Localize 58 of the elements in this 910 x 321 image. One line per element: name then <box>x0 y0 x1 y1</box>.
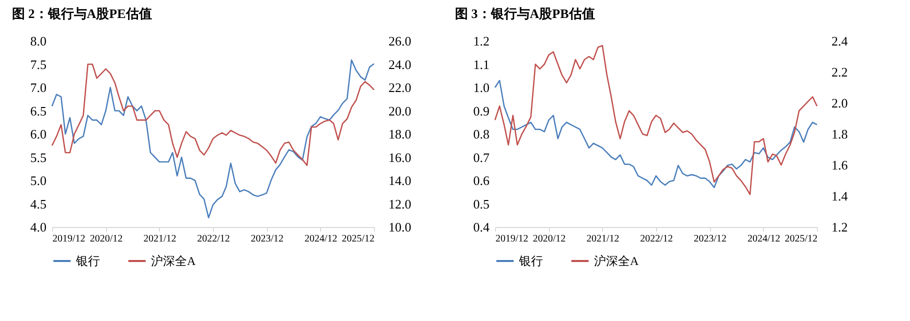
y-tick-label: 5.0 <box>30 173 46 188</box>
y2-tick-label: 1.6 <box>832 158 848 172</box>
line-series <box>51 59 375 218</box>
legend-label: 沪深全A <box>594 254 639 268</box>
x-tick-label: 2022/12 <box>640 234 673 244</box>
x-tick-label: 2021/12 <box>586 234 620 244</box>
y2-tick-label: 24.0 <box>388 56 412 72</box>
y-tick-label: 0.5 <box>473 196 490 212</box>
line-series <box>494 80 818 188</box>
y2-tick-label: 20.0 <box>388 103 412 118</box>
y-tick-label: 6.5 <box>30 103 46 118</box>
x-tick-label: 2024/12 <box>747 234 780 244</box>
x-tick-label: 2025/12 <box>784 234 818 244</box>
y-tick-label: 1.1 <box>473 56 490 72</box>
y-tick-label: 7.0 <box>30 80 46 95</box>
y2-tick-label: 26.0 <box>388 34 412 48</box>
x-tick-label: 2020/12 <box>532 234 566 244</box>
y2-tick-label: 1.2 <box>832 220 848 234</box>
y2-tick-label: 16.0 <box>388 150 412 165</box>
y2-tick-label: 12.0 <box>388 196 412 212</box>
y-tick-label: 4.5 <box>30 196 46 212</box>
x-tick-label: 2019/12 <box>496 234 528 244</box>
line-series <box>51 64 375 166</box>
x-tick-label: 2025/12 <box>342 234 374 244</box>
y-tick-label: 5.5 <box>30 150 46 165</box>
x-tick-label: 2024/12 <box>304 234 338 244</box>
y2-tick-label: 2.0 <box>832 96 848 110</box>
y-tick-label: 0.6 <box>473 173 490 188</box>
y-tick-label: 1.2 <box>473 34 490 48</box>
chart-title: 图 3：银行与A股PB估值 <box>455 6 595 21</box>
y-tick-label: 0.9 <box>473 103 490 118</box>
x-tick-label: 2020/12 <box>90 234 123 244</box>
x-tick-label: 2019/12 <box>52 234 86 244</box>
y-tick-label: 4.0 <box>30 220 46 234</box>
x-tick-label: 2023/12 <box>694 234 727 244</box>
y2-tick-label: 2.2 <box>832 64 848 80</box>
y2-tick-label: 22.0 <box>388 80 412 95</box>
y-tick-label: 0.4 <box>473 220 490 234</box>
y-tick-label: 8.0 <box>30 34 46 48</box>
y2-tick-label: 10.0 <box>388 220 412 234</box>
y-tick-label: 0.8 <box>473 126 490 142</box>
x-tick-label: 2023/12 <box>250 234 284 244</box>
x-tick-label: 2022/12 <box>197 234 230 244</box>
legend-label: 银行 <box>75 254 100 268</box>
y-tick-label: 6.0 <box>30 126 46 142</box>
y2-tick-label: 2.4 <box>832 34 848 48</box>
y-tick-label: 1.0 <box>473 80 490 95</box>
line-series <box>494 45 818 196</box>
x-tick-label: 2021/12 <box>143 234 176 244</box>
y-tick-label: 7.5 <box>30 56 46 72</box>
y2-tick-label: 14.0 <box>388 173 412 188</box>
legend-label: 银行 <box>518 254 543 268</box>
y2-tick-label: 1.8 <box>832 126 848 142</box>
y2-tick-label: 1.4 <box>832 188 848 204</box>
y-tick-label: 0.7 <box>473 150 490 165</box>
chart-title: 图 2：银行与A股PE估值 <box>12 6 152 21</box>
y2-tick-label: 18.0 <box>388 126 412 142</box>
legend-label: 沪深全A <box>151 254 196 268</box>
